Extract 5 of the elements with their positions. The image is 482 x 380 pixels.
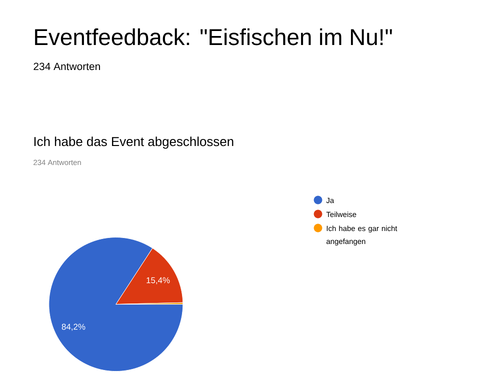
data-label: 15,4% <box>146 277 170 284</box>
text: Ich habe das Event abgeschlossen <box>34 136 234 149</box>
data-label: 84,2% <box>62 324 86 331</box>
chart-title: Eventfeedback: "Eisfischen im Nu!" <box>35 28 392 46</box>
chart-subtitle: 234 Antworten <box>34 62 100 70</box>
